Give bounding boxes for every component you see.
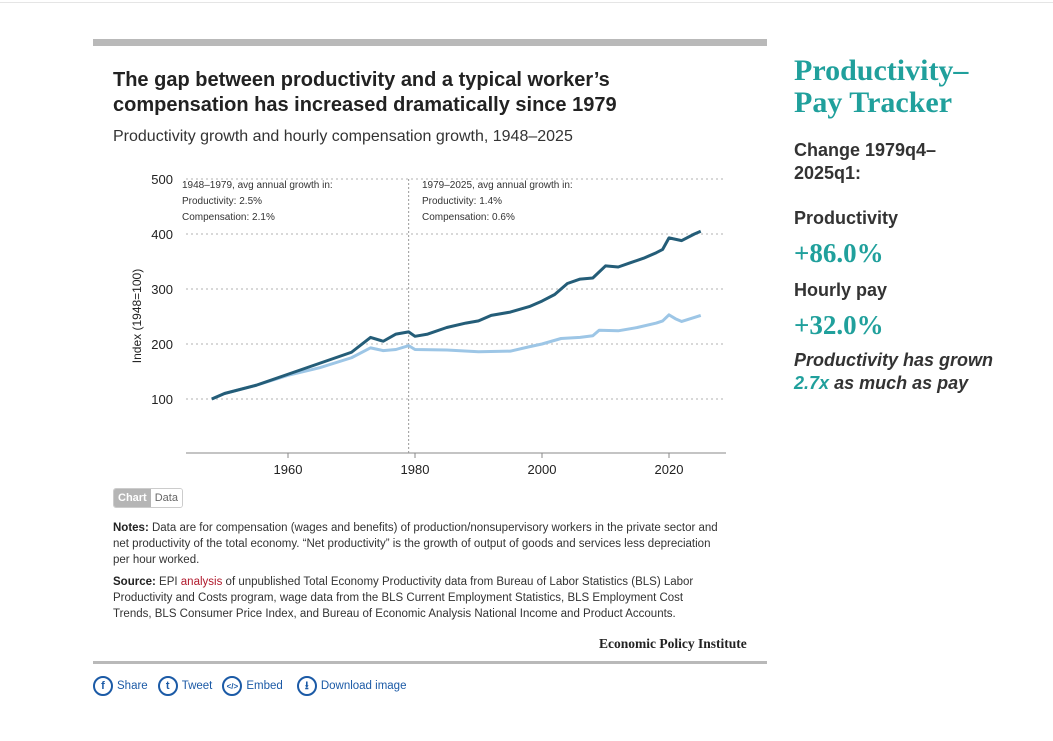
x-tick-label: 1960 [274,462,303,477]
notes-label: Notes: [113,522,149,534]
embed-button[interactable]: </> Embed [222,676,283,696]
brand-logo: Economic Policy Institute [599,636,747,651]
tweet-label: Tweet [181,680,213,692]
share-label: Share [117,680,148,692]
download-label: Download image [320,680,407,692]
summary-multiplier: 2.7x [794,373,830,393]
x-tick-label: 2020 [655,462,684,477]
twitter-icon: t [157,676,178,696]
chart: 100 200 300 400 500 1960 1980 2000 2020 Index (19… [130,172,726,477]
source-text: of unpublished Total Economy Productivit… [113,576,694,620]
share-bar: f Share t Tweet </> Embed ⭳ Download image [93,676,406,696]
summary-text: Productivity has grown 2.7x as much as p… [794,349,994,395]
productivity-label: Productivity [794,208,899,228]
x-tick-label: 2000 [528,462,557,477]
chart-bottom-bar [93,661,767,664]
y-tick-label: 400 [151,227,173,242]
data-view-button[interactable]: Data [150,489,182,507]
annotation-line: Compensation: 0.6% [422,212,515,223]
tracker-title: Productivity–Pay Tracker [794,54,969,119]
y-tick-label: 200 [151,337,173,352]
notes: Notes: Data are for compensation (wages … [113,520,723,628]
productivity-value: +86.0% [794,238,884,268]
change-period: Change 1979q4–2025q1: [794,140,937,183]
annotation-line: Productivity: 2.5% [182,196,262,207]
page-top-border [0,2,1053,3]
source-pre: EPI [159,576,178,588]
summary-post: as much as pay [834,373,969,393]
hourly-pay-label: Hourly pay [794,280,888,300]
compensation-line [211,313,702,401]
y-tick-label: 100 [151,392,173,407]
download-icon: ⭳ [296,676,317,696]
annotation-line: 1948–1979, avg annual growth in: [182,180,333,191]
productivity-pay-tracker: Productivity–Pay Tracker Change 1979q4–2… [794,55,994,395]
annotation-line: Productivity: 1.4% [422,196,502,207]
annotation-line: 1979–2025, avg annual growth in: [422,180,573,191]
notes-text: Data are for compensation (wages and ben… [113,522,718,566]
chart-view-button[interactable]: Chart [114,489,151,507]
summary-pre: Productivity has grown [794,350,994,370]
view-toggle[interactable]: Chart Data [113,488,183,508]
x-tick-label: 1980 [401,462,430,477]
chart-subtitle: Productivity growth and hourly compensat… [113,128,573,145]
tweet-button[interactable]: t Tweet [157,676,213,696]
hourly-pay-value: +32.0% [794,310,884,340]
chart-top-bar [93,39,767,46]
download-image-button[interactable]: ⭳ Download image [296,676,407,696]
share-button[interactable]: f Share [93,676,148,696]
source-label: Source: [113,576,156,588]
embed-label: Embed [246,680,283,692]
facebook-icon: f [93,676,113,696]
y-axis-label: Index (1948=100) [130,269,144,363]
y-tick-label: 300 [151,282,173,297]
chart-title: The gap between productivity and a typic… [113,69,617,116]
code-icon: </> [222,676,243,696]
productivity-line [211,229,702,401]
y-tick-label: 500 [151,172,173,187]
annotation-line: Compensation: 2.1% [182,212,275,223]
source-analysis-link[interactable]: analysis [180,576,223,588]
